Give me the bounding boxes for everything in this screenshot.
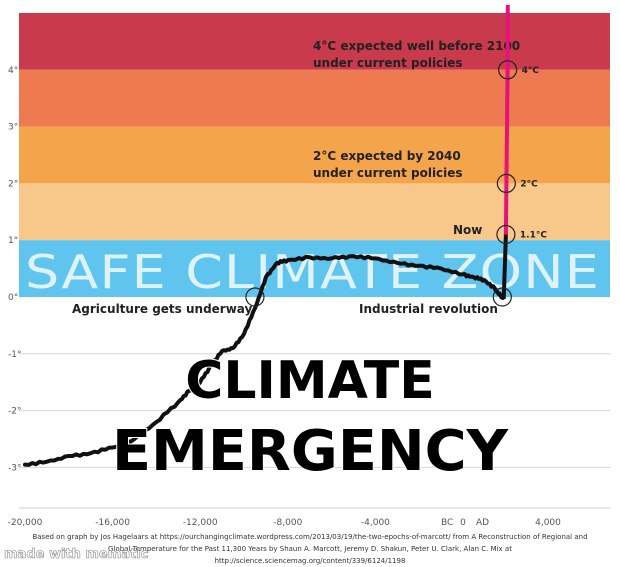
temperature-band-0 — [19, 13, 610, 70]
temperature-band-3 — [19, 183, 610, 241]
x-tick-label: -4,000 — [361, 518, 390, 528]
annotation-now: Now — [453, 223, 482, 237]
marker-label: 2°C — [520, 179, 538, 189]
source-credit-line1: Based on graph by Jos Hagelaars at https… — [32, 533, 588, 541]
marker-circle — [245, 287, 265, 307]
annotation-4c-line2: under current policies — [313, 56, 463, 70]
y-tick-label: -3° — [8, 463, 21, 473]
marker-circle — [496, 224, 516, 245]
temperature-band-4 — [19, 240, 610, 297]
projection-series-line — [503, 4, 510, 235]
source-credit-line2: Global Temperature for the Past 11,300 Y… — [108, 545, 512, 565]
annotation-2c-line2: under current policies — [313, 166, 463, 180]
marker-label: 1.1°C — [520, 231, 547, 241]
annotation-4c-line1: 4°C expected well before 2100 — [313, 39, 520, 53]
x-tick-label: -8,000 — [273, 518, 302, 528]
annotation-industrial: Industrial revolution — [359, 302, 498, 316]
marker-circle — [492, 287, 512, 307]
y-tick-label: 0° — [8, 293, 18, 303]
overlay-title-line2: EMERGENCY — [112, 419, 509, 484]
source-credit: Based on graph by Jos Hagelaars at https… — [30, 531, 590, 567]
marker-circle — [496, 173, 516, 193]
x-tick-label: -12,000 — [183, 518, 218, 528]
y-tick-label: 4° — [8, 66, 18, 76]
annotation-2c-line1: 2°C expected by 2040 — [313, 149, 461, 163]
marker-label: 4°C — [522, 66, 540, 76]
marker-circle — [498, 60, 518, 80]
x-tick-label: 0 — [460, 518, 466, 528]
overlay-title-line1: CLIMATE — [185, 351, 435, 411]
x-tick-label: -16,000 — [95, 518, 130, 528]
y-tick-label: 2° — [8, 179, 18, 189]
y-tick-label: -1° — [8, 350, 21, 360]
safe-zone-label: SAFE CLIMATE ZONE — [25, 245, 600, 299]
x-tick-label: 4,000 — [535, 518, 561, 528]
annotation-agriculture: Agriculture gets underway — [72, 302, 253, 316]
x-tick-label: -20,000 — [8, 518, 43, 528]
era-label-ad: AD — [476, 518, 489, 528]
y-tick-label: 3° — [8, 123, 18, 133]
era-label-bc: BC — [441, 518, 453, 528]
y-tick-label: -2° — [8, 407, 21, 417]
y-tick-label: 1° — [8, 236, 18, 246]
temperature-series-line — [23, 254, 506, 467]
recent-warming-line — [501, 234, 508, 299]
watermark: made with mematic — [4, 547, 149, 563]
temperature-band-2 — [19, 126, 610, 184]
temperature-band-1 — [19, 69, 610, 127]
